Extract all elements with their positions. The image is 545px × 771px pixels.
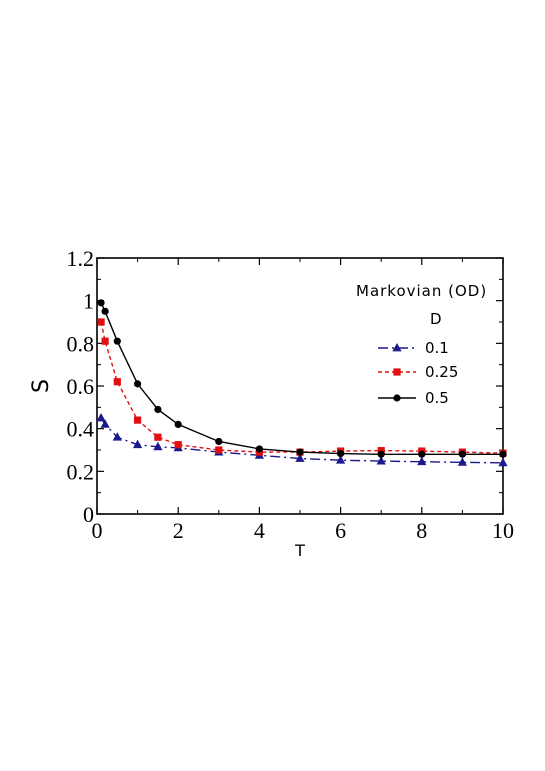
series-layer (96, 299, 508, 467)
data-point (377, 447, 385, 455)
data-point (153, 441, 163, 451)
legend-entry-0.1: 0.1 (378, 339, 449, 357)
data-point (457, 457, 467, 466)
x-tick-label: 6 (335, 518, 346, 543)
data-point (295, 453, 305, 462)
legend-label: 0.1 (425, 339, 449, 357)
data-point (113, 378, 121, 386)
y-axis-label: S (29, 379, 54, 393)
data-point (296, 448, 304, 456)
data-point (458, 450, 466, 458)
data-point (154, 433, 162, 441)
legend: Markovian (OD) D 0.1 0.25 0.5 (356, 282, 487, 407)
legend-title: Markovian (OD) (356, 282, 487, 300)
data-point (377, 450, 385, 458)
axis-ticks (96, 257, 504, 515)
legend-subtitle: D (430, 310, 442, 328)
data-point (112, 432, 122, 441)
series-0.5 (97, 299, 507, 458)
data-point (174, 420, 182, 428)
data-point (215, 437, 223, 446)
legend-label: 0.25 (425, 363, 458, 381)
y-tick-label: 0.6 (67, 374, 95, 399)
data-point (133, 439, 143, 449)
y-tick-label: 0.8 (67, 331, 95, 356)
x-tick-label: 4 (254, 518, 265, 543)
data-point (134, 380, 142, 388)
data-point (174, 441, 182, 449)
data-point (255, 445, 263, 453)
legend-marker (393, 394, 401, 402)
x-tick-label: 0 (92, 518, 103, 543)
legend-entry-0.25: 0.25 (378, 363, 458, 381)
data-point (498, 457, 508, 467)
data-point (101, 307, 109, 315)
x-axis-label: T (294, 541, 305, 560)
data-point (499, 450, 507, 458)
legend-marker (393, 368, 401, 376)
data-point (418, 450, 426, 458)
data-point (97, 318, 105, 326)
data-point (376, 456, 386, 465)
y-tick-label: 1.2 (67, 246, 95, 271)
data-point (417, 456, 427, 466)
series-line (100, 302, 503, 455)
legend-label: 0.5 (425, 389, 449, 407)
data-point (134, 416, 142, 424)
data-point (101, 337, 109, 345)
data-point (113, 337, 121, 345)
data-point (96, 413, 106, 422)
y-tick-label: 0 (83, 502, 94, 527)
data-point (97, 299, 105, 307)
x-tick-label: 2 (173, 518, 184, 543)
x-tick-label: 8 (416, 518, 427, 543)
x-tick-label: 10 (492, 518, 514, 543)
y-tick-label: 0.2 (67, 459, 95, 484)
data-point (100, 419, 110, 428)
legend-entry-0.5: 0.5 (378, 389, 449, 407)
data-point (215, 446, 223, 454)
y-tick-label: 1 (83, 289, 94, 314)
axis-tick-labels: 0 2 4 6 8 10 0 0.2 0.4 0.6 0.8 1 1.2 (67, 246, 515, 543)
legend-marker (392, 343, 402, 352)
data-point (154, 405, 162, 414)
data-point (336, 455, 346, 464)
y-tick-label: 0.4 (67, 417, 95, 442)
data-point (337, 450, 345, 458)
